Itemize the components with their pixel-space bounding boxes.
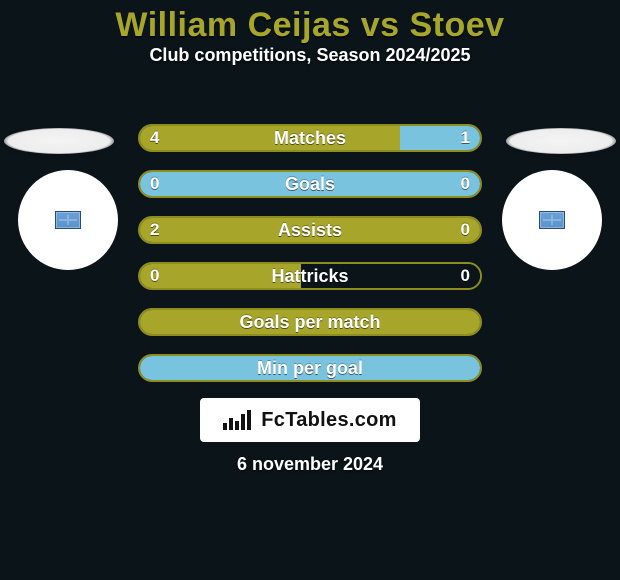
stat-row: 00Hattricks: [138, 262, 482, 290]
stats-rows: 41Matches00Goals20Assists00HattricksGoal…: [138, 124, 482, 400]
stat-seg-p2: 0: [140, 172, 480, 196]
stat-value-p2: 0: [451, 264, 480, 288]
stat-seg-p1: [140, 310, 480, 334]
page-subtitle: Club competitions, Season 2024/2025: [0, 45, 620, 66]
stat-value-p1: 0: [140, 172, 169, 196]
stat-seg-p1: 4: [140, 126, 400, 150]
player2-photo: [502, 170, 602, 270]
stat-value-p2: 0: [451, 218, 480, 242]
page-title: William Ceijas vs Stoev: [0, 0, 620, 45]
bars-icon: [223, 410, 251, 430]
player1-photo: [18, 170, 118, 270]
brand-box: FcTables.com: [200, 398, 420, 442]
stat-seg-p1: 0: [140, 264, 301, 288]
date-text: 6 november 2024: [0, 454, 620, 475]
avatar-shadow: [506, 128, 616, 154]
stat-seg-p2: [140, 356, 480, 380]
stat-seg-p1: 2: [140, 218, 480, 242]
brand-text: FcTables.com: [261, 409, 397, 432]
stat-row: 20Assists: [138, 216, 482, 244]
flag-icon: [539, 211, 565, 229]
stat-row: Goals per match: [138, 308, 482, 336]
avatar-shadow: [4, 128, 114, 154]
stat-seg-p2: 1: [400, 126, 480, 150]
stat-row: 00Goals: [138, 170, 482, 198]
flag-icon: [55, 211, 81, 229]
stat-row: 41Matches: [138, 124, 482, 152]
stat-row: Min per goal: [138, 354, 482, 382]
